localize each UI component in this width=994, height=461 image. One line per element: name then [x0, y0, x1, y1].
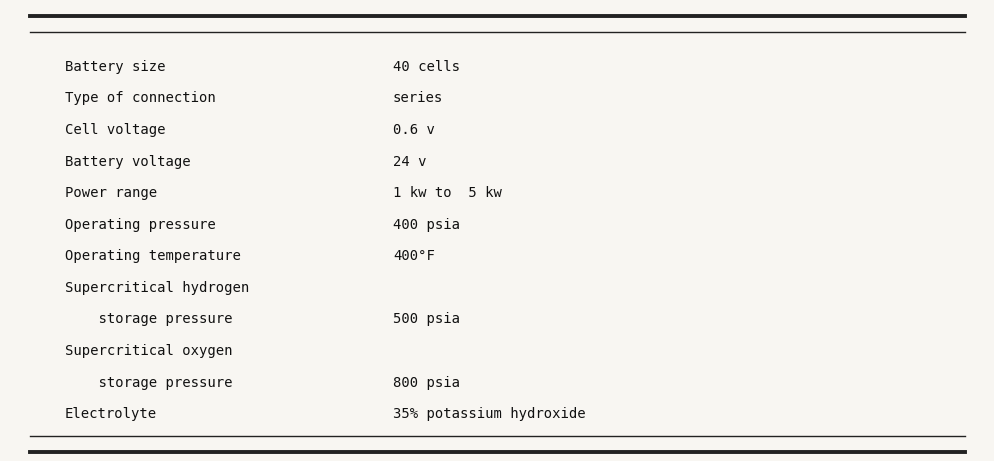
Text: Power range: Power range	[65, 186, 157, 200]
Text: Battery voltage: Battery voltage	[65, 154, 190, 169]
Text: 0.6 v: 0.6 v	[393, 123, 434, 137]
Text: storage pressure: storage pressure	[65, 376, 232, 390]
Text: Type of connection: Type of connection	[65, 91, 216, 106]
Text: Electrolyte: Electrolyte	[65, 407, 157, 421]
Text: storage pressure: storage pressure	[65, 313, 232, 326]
Text: Cell voltage: Cell voltage	[65, 123, 165, 137]
Text: 400 psia: 400 psia	[393, 218, 459, 232]
Text: Operating pressure: Operating pressure	[65, 218, 216, 232]
Text: Operating temperature: Operating temperature	[65, 249, 241, 263]
Text: 800 psia: 800 psia	[393, 376, 459, 390]
Text: 35% potassium hydroxide: 35% potassium hydroxide	[393, 407, 585, 421]
Text: Supercritical hydrogen: Supercritical hydrogen	[65, 281, 248, 295]
Text: 400°F: 400°F	[393, 249, 434, 263]
Text: Battery size: Battery size	[65, 60, 165, 74]
Text: 24 v: 24 v	[393, 154, 426, 169]
Text: Supercritical oxygen: Supercritical oxygen	[65, 344, 232, 358]
Text: series: series	[393, 91, 443, 106]
Text: 500 psia: 500 psia	[393, 313, 459, 326]
Text: 40 cells: 40 cells	[393, 60, 459, 74]
Text: 1 kw to  5 kw: 1 kw to 5 kw	[393, 186, 501, 200]
